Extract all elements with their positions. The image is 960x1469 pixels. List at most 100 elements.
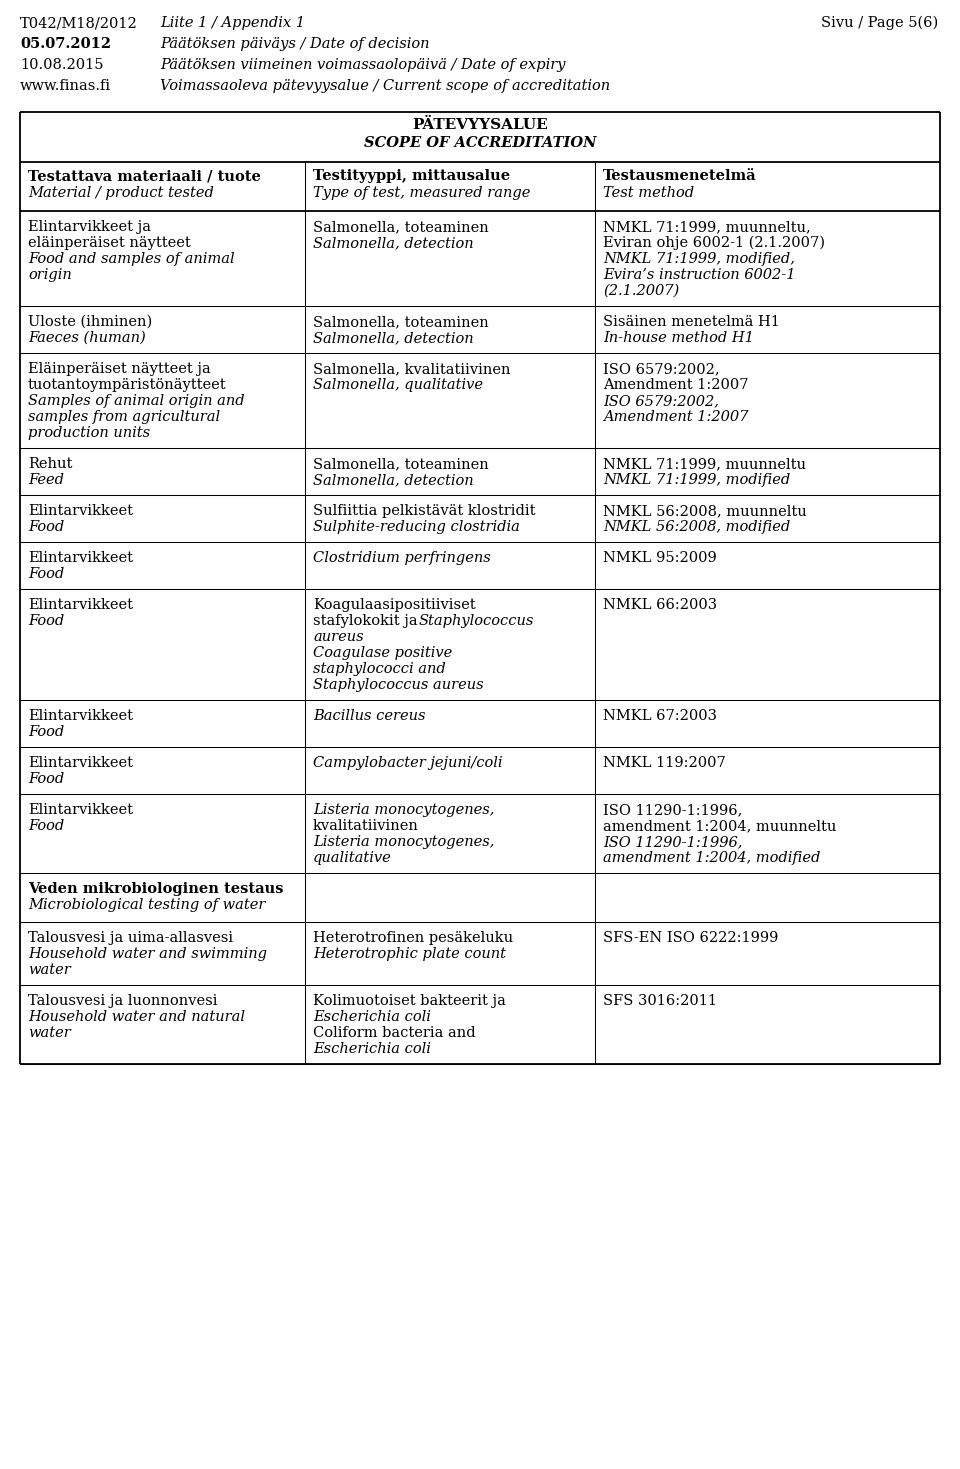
Text: Microbiological testing of water: Microbiological testing of water xyxy=(28,898,265,912)
Text: SCOPE OF ACCREDITATION: SCOPE OF ACCREDITATION xyxy=(364,137,596,150)
Text: ISO 6579:2002,: ISO 6579:2002, xyxy=(603,394,719,408)
Text: Sulfiittia pelkistävät klostridit: Sulfiittia pelkistävät klostridit xyxy=(313,504,536,519)
Text: water: water xyxy=(28,964,71,977)
Text: Amendment 1:2007: Amendment 1:2007 xyxy=(603,378,749,392)
Text: Elintarvikkeet: Elintarvikkeet xyxy=(28,551,133,566)
Text: ISO 11290-1:1996,: ISO 11290-1:1996, xyxy=(603,804,742,817)
Text: 10.08.2015: 10.08.2015 xyxy=(20,57,104,72)
Text: NMKL 119:2007: NMKL 119:2007 xyxy=(603,757,726,770)
Text: Salmonella, detection: Salmonella, detection xyxy=(313,473,473,488)
Text: Eläinperäiset näytteet ja: Eläinperäiset näytteet ja xyxy=(28,361,211,376)
Text: Samples of animal origin and: Samples of animal origin and xyxy=(28,394,245,408)
Text: NMKL 56:2008, modified: NMKL 56:2008, modified xyxy=(603,520,790,535)
Text: Staphylococcus: Staphylococcus xyxy=(419,614,535,629)
Text: Food: Food xyxy=(28,820,64,833)
Text: Elintarvikkeet: Elintarvikkeet xyxy=(28,504,133,519)
Text: Salmonella, kvalitatiivinen: Salmonella, kvalitatiivinen xyxy=(313,361,511,376)
Text: Bacillus cereus: Bacillus cereus xyxy=(313,710,425,723)
Text: NMKL 71:1999, muunneltu,: NMKL 71:1999, muunneltu, xyxy=(603,220,811,234)
Text: ISO 11290-1:1996,: ISO 11290-1:1996, xyxy=(603,834,742,849)
Text: Food and samples of animal: Food and samples of animal xyxy=(28,253,234,266)
Text: Feed: Feed xyxy=(28,473,64,488)
Text: PÄTEVYYSALUE: PÄTEVYYSALUE xyxy=(412,118,548,132)
Text: Sulphite-reducing clostridia: Sulphite-reducing clostridia xyxy=(313,520,520,535)
Text: aureus: aureus xyxy=(313,630,364,643)
Text: Escherichia coli: Escherichia coli xyxy=(313,1042,431,1056)
Text: origin: origin xyxy=(28,267,72,282)
Text: Type of test, measured range: Type of test, measured range xyxy=(313,187,530,200)
Text: amendment 1:2004, modified: amendment 1:2004, modified xyxy=(603,851,821,865)
Text: Eviran ohje 6002-1 (2.1.2007): Eviran ohje 6002-1 (2.1.2007) xyxy=(603,237,825,250)
Text: Veden mikrobiologinen testaus: Veden mikrobiologinen testaus xyxy=(28,881,283,896)
Text: ISO 6579:2002,: ISO 6579:2002, xyxy=(603,361,720,376)
Text: Päätöksen päiväys / Date of decision: Päätöksen päiväys / Date of decision xyxy=(160,37,429,51)
Text: Food: Food xyxy=(28,520,64,535)
Text: Sisäinen menetelmä H1: Sisäinen menetelmä H1 xyxy=(603,314,780,329)
Text: Kolimuotoiset bakteerit ja: Kolimuotoiset bakteerit ja xyxy=(313,995,506,1008)
Text: Evira’s instruction 6002-1: Evira’s instruction 6002-1 xyxy=(603,267,796,282)
Text: Salmonella, toteaminen: Salmonella, toteaminen xyxy=(313,220,489,234)
Text: Testausmenetelmä: Testausmenetelmä xyxy=(603,169,756,184)
Text: eläinperäiset näytteet: eläinperäiset näytteet xyxy=(28,237,191,250)
Text: Household water and natural: Household water and natural xyxy=(28,1011,245,1024)
Text: Coliform bacteria and: Coliform bacteria and xyxy=(313,1025,475,1040)
Text: www.finas.fi: www.finas.fi xyxy=(20,79,111,93)
Text: Test method: Test method xyxy=(603,187,694,200)
Text: Elintarvikkeet: Elintarvikkeet xyxy=(28,598,133,613)
Text: NMKL 67:2003: NMKL 67:2003 xyxy=(603,710,717,723)
Text: Food: Food xyxy=(28,614,64,629)
Text: Testityyppi, mittausalue: Testityyppi, mittausalue xyxy=(313,169,510,184)
Text: Koagulaasipositiiviset: Koagulaasipositiiviset xyxy=(313,598,475,613)
Text: NMKL 71:1999, muunneltu: NMKL 71:1999, muunneltu xyxy=(603,457,806,472)
Text: Listeria monocytogenes,: Listeria monocytogenes, xyxy=(313,834,494,849)
Text: Salmonella, qualitative: Salmonella, qualitative xyxy=(313,378,483,392)
Text: Escherichia coli: Escherichia coli xyxy=(313,1011,431,1024)
Text: Rehut: Rehut xyxy=(28,457,72,472)
Text: (2.1.2007): (2.1.2007) xyxy=(603,284,680,298)
Text: Testattava materiaali / tuote: Testattava materiaali / tuote xyxy=(28,169,261,184)
Text: T042/M18/2012: T042/M18/2012 xyxy=(20,16,137,29)
Text: Food: Food xyxy=(28,773,64,786)
Text: Salmonella, detection: Salmonella, detection xyxy=(313,331,473,345)
Text: Salmonella, detection: Salmonella, detection xyxy=(313,237,473,250)
Text: NMKL 95:2009: NMKL 95:2009 xyxy=(603,551,717,566)
Text: Elintarvikkeet: Elintarvikkeet xyxy=(28,757,133,770)
Text: amendment 1:2004, muunneltu: amendment 1:2004, muunneltu xyxy=(603,820,836,833)
Text: Liite 1 / Appendix 1: Liite 1 / Appendix 1 xyxy=(160,16,305,29)
Text: Voimassaoleva pätevyysalue / Current scope of accreditation: Voimassaoleva pätevyysalue / Current sco… xyxy=(160,79,611,93)
Text: production units: production units xyxy=(28,426,150,441)
Text: Salmonella, toteaminen: Salmonella, toteaminen xyxy=(313,457,489,472)
Text: Elintarvikkeet: Elintarvikkeet xyxy=(28,710,133,723)
Text: NMKL 56:2008, muunneltu: NMKL 56:2008, muunneltu xyxy=(603,504,806,519)
Text: Faeces (human): Faeces (human) xyxy=(28,331,146,345)
Text: NMKL 71:1999, modified: NMKL 71:1999, modified xyxy=(603,473,790,488)
Text: Food: Food xyxy=(28,567,64,582)
Text: SFS-EN ISO 6222:1999: SFS-EN ISO 6222:1999 xyxy=(603,931,779,945)
Text: Talousvesi ja uima-allasvesi: Talousvesi ja uima-allasvesi xyxy=(28,931,233,945)
Text: Listeria monocytogenes,: Listeria monocytogenes, xyxy=(313,804,494,817)
Text: stafylokokit ja: stafylokokit ja xyxy=(313,614,422,629)
Text: SFS 3016:2011: SFS 3016:2011 xyxy=(603,995,717,1008)
Text: kvalitatiivinen: kvalitatiivinen xyxy=(313,820,419,833)
Text: 05.07.2012: 05.07.2012 xyxy=(20,37,111,51)
Text: NMKL 66:2003: NMKL 66:2003 xyxy=(603,598,717,613)
Text: Campylobacter jejuni/coli: Campylobacter jejuni/coli xyxy=(313,757,502,770)
Text: Talousvesi ja luonnonvesi: Talousvesi ja luonnonvesi xyxy=(28,995,218,1008)
Text: Household water and swimming: Household water and swimming xyxy=(28,948,267,961)
Text: Coagulase positive: Coagulase positive xyxy=(313,646,452,660)
Text: Elintarvikkeet ja: Elintarvikkeet ja xyxy=(28,220,151,234)
Text: tuotantoympäristönäytteet: tuotantoympäristönäytteet xyxy=(28,378,227,392)
Text: water: water xyxy=(28,1025,71,1040)
Text: staphylococci and: staphylococci and xyxy=(313,663,445,676)
Text: Uloste (ihminen): Uloste (ihminen) xyxy=(28,314,153,329)
Text: Staphylococcus aureus: Staphylococcus aureus xyxy=(313,679,484,692)
Text: samples from agricultural: samples from agricultural xyxy=(28,410,220,425)
Text: Elintarvikkeet: Elintarvikkeet xyxy=(28,804,133,817)
Text: Heterotrofinen pesäkeluku: Heterotrofinen pesäkeluku xyxy=(313,931,514,945)
Text: Sivu / Page 5(6): Sivu / Page 5(6) xyxy=(821,16,938,31)
Text: In-house method H1: In-house method H1 xyxy=(603,331,754,345)
Text: Päätöksen viimeinen voimassaolopäivä / Date of expiry: Päätöksen viimeinen voimassaolopäivä / D… xyxy=(160,57,565,72)
Text: Food: Food xyxy=(28,726,64,739)
Text: Clostridium perfringens: Clostridium perfringens xyxy=(313,551,491,566)
Text: qualitative: qualitative xyxy=(313,851,392,865)
